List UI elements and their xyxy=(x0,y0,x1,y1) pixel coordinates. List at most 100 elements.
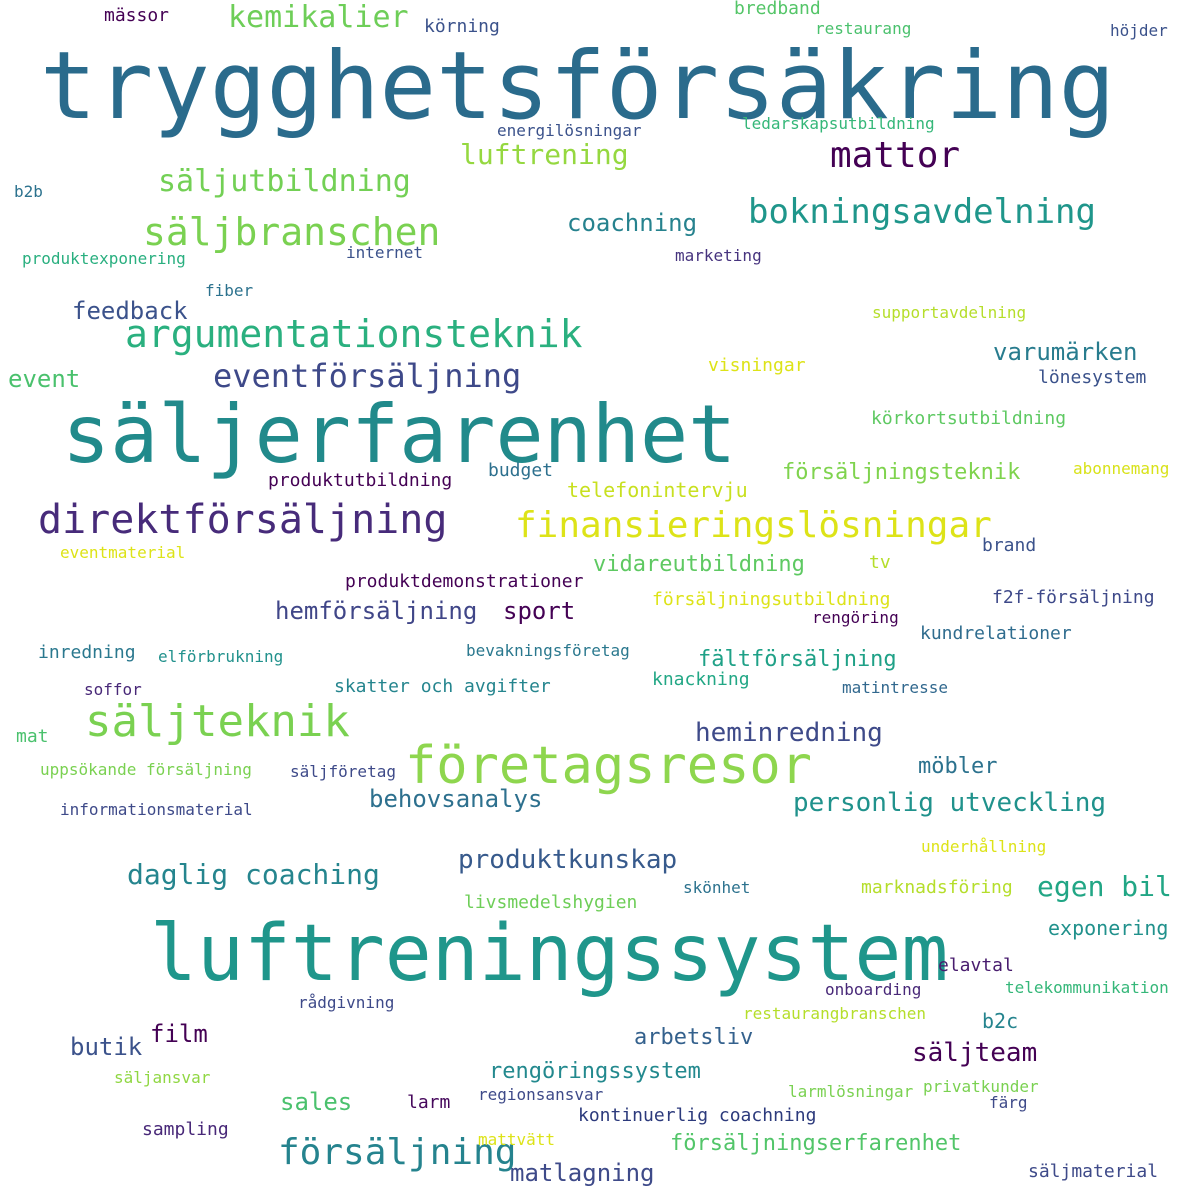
word-soffor: soffor xyxy=(84,680,142,699)
word-heminredning: heminredning xyxy=(695,718,883,748)
word-saljansvar: säljansvar xyxy=(114,1068,211,1087)
word-b2b: b2b xyxy=(14,182,43,201)
word-bokningsavdelning: bokningsavdelning xyxy=(748,192,1096,232)
word-film: film xyxy=(150,1020,208,1048)
word-brand: brand xyxy=(982,535,1037,556)
word-kemikalier: kemikalier xyxy=(228,0,409,35)
word-internet: internet xyxy=(346,243,424,262)
word-skonhet: skönhet xyxy=(683,878,751,897)
word-b2c: b2c xyxy=(982,1009,1019,1033)
word-tv: tv xyxy=(869,552,891,573)
word-saljmaterial: säljmaterial xyxy=(1028,1161,1159,1182)
word-knackning: knackning xyxy=(652,669,750,690)
word-larm: larm xyxy=(407,1092,451,1113)
word-ledarskapsutbildning: ledarskapsutbildning xyxy=(742,114,935,133)
word-regionsansvar: regionsansvar xyxy=(478,1085,604,1104)
word-produktutbildning: produktutbildning xyxy=(268,470,453,491)
word-marknadsforing: marknadsföring xyxy=(861,877,1013,898)
word-coachning: coachning xyxy=(567,209,698,237)
word-visningar: visningar xyxy=(708,355,806,376)
word-faltforsaljning: fältförsäljning xyxy=(698,647,897,672)
word-behovsanalys: behovsanalys xyxy=(369,785,543,813)
word-saljforetag: säljföretag xyxy=(290,762,396,781)
word-saljutbildning: säljutbildning xyxy=(158,164,411,199)
word-f2f-forsaljning: f2f-försäljning xyxy=(992,587,1155,608)
word-daglig-coaching: daglig coaching xyxy=(127,858,380,891)
word-restaurangbranschen: restaurangbranschen xyxy=(743,1004,927,1023)
word-vidareutbildning: vidareutbildning xyxy=(593,552,805,577)
word-bredband: bredband xyxy=(734,0,821,19)
word-larmlosningar: larmlösningar xyxy=(788,1082,914,1101)
word-produktkunskap: produktkunskap xyxy=(458,845,678,875)
word-korkortsutbildning: körkortsutbildning xyxy=(871,408,1067,429)
word-event: event xyxy=(8,365,81,393)
word-lonesystem: lönesystem xyxy=(1038,367,1147,388)
word-elavtal: elavtal xyxy=(938,955,1014,976)
word-energilosningar: energilösningar xyxy=(497,121,642,140)
word-skatter-och-avgifter: skatter och avgifter xyxy=(334,676,551,697)
word-exponering: exponering xyxy=(1048,916,1169,940)
word-feedback: feedback xyxy=(72,297,188,325)
word-radgivning: rådgivning xyxy=(298,993,395,1012)
word-sales: sales xyxy=(280,1088,353,1116)
word-produktexponering: produktexponering xyxy=(22,249,186,268)
word-eventforsaljning: eventförsäljning xyxy=(213,357,522,395)
word-foretagsresor: företagsresor xyxy=(405,736,812,796)
word-abonnemang: abonnemang xyxy=(1073,459,1170,478)
word-saljteknik: säljteknik xyxy=(85,696,350,747)
word-livsmedelshygien: livsmedelshygien xyxy=(464,892,638,913)
word-fiber: fiber xyxy=(205,281,254,300)
word-underhallning: underhållning xyxy=(921,837,1047,856)
word-finansieringslosningar: finansieringslösningar xyxy=(515,505,992,546)
word-informationsmaterial: informationsmaterial xyxy=(60,800,253,819)
word-varumarken: varumärken xyxy=(993,338,1138,366)
word-massor: mässor xyxy=(104,5,170,26)
word-rengoringssystem: rengöringssystem xyxy=(489,1059,701,1084)
word-privatkunder: privatkunder xyxy=(923,1077,1039,1096)
word-inredning: inredning xyxy=(38,642,136,663)
word-saljerfarenhet: säljerfarenhet xyxy=(62,388,737,481)
word-kontinuerlig-coachning: kontinuerlig coachning xyxy=(578,1105,817,1126)
word-uppsokande-forsaljning: uppsökande försäljning xyxy=(40,760,252,779)
word-saljteam: säljteam xyxy=(912,1038,1038,1068)
word-produktdemonstrationer: produktdemonstrationer xyxy=(345,571,584,592)
word-kundrelationer: kundrelationer xyxy=(920,623,1072,644)
word-egen-bil: egen bil xyxy=(1037,870,1172,903)
word-arbetsliv: arbetsliv xyxy=(634,1025,754,1050)
word-forsaljningsteknik: försäljningsteknik xyxy=(782,460,1021,485)
word-mattvatt: mattvätt xyxy=(478,1130,556,1149)
word-restaurang: restaurang xyxy=(815,19,912,38)
word-matintresse: matintresse xyxy=(842,678,948,697)
word-luftrening: luftrening xyxy=(460,138,629,171)
word-supportavdelning: supportavdelning xyxy=(872,303,1027,322)
word-direktforsaljning: direktförsäljning xyxy=(38,497,448,543)
word-onboarding: onboarding xyxy=(825,980,922,999)
word-saljbranschen: säljbranschen xyxy=(143,210,441,254)
word-marketing: marketing xyxy=(675,246,762,265)
word-forsaljning: försäljning xyxy=(278,1132,517,1173)
word-hemforsaljning: hemförsäljning xyxy=(275,597,478,625)
word-telekommunikation: telekommunikation xyxy=(1005,978,1169,997)
word-telefonintervju: telefonintervju xyxy=(567,478,748,502)
word-eventmaterial: eventmaterial xyxy=(60,543,186,562)
word-budget: budget xyxy=(488,460,554,481)
word-personlig-utveckling: personlig utveckling xyxy=(793,788,1107,818)
word-luftreningssystem: luftreningssystem xyxy=(150,909,949,999)
word-butik: butik xyxy=(70,1033,143,1061)
word-rengoring: rengöring xyxy=(812,608,899,627)
word-mattor: mattor xyxy=(830,135,961,176)
word-forsaljningsutbildning: försäljningsutbildning xyxy=(652,589,891,610)
word-matlagning: matlagning xyxy=(510,1159,655,1187)
word-korning: körning xyxy=(424,16,500,37)
word-mat: mat xyxy=(16,726,49,747)
word-farg: färg xyxy=(989,1093,1028,1112)
word-bevakningsforetag: bevakningsföretag xyxy=(466,641,630,660)
word-sport: sport xyxy=(503,597,576,625)
word-elforbrukning: elförbrukning xyxy=(158,647,284,666)
word-trygghetsforsakring: trygghetsförsäkring xyxy=(40,32,1116,141)
word-hojder: höjder xyxy=(1110,21,1168,40)
word-forsaljningserfarenhet: försäljningserfarenhet xyxy=(670,1131,962,1156)
word-argumentationsteknik: argumentationsteknik xyxy=(125,312,583,356)
word-mobler: möbler xyxy=(918,754,998,779)
